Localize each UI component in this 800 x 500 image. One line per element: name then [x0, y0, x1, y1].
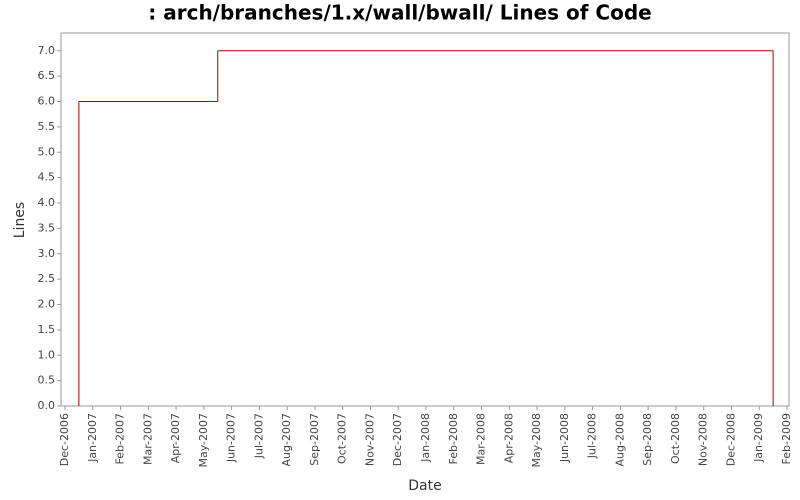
x-tick-label: Nov-2007 — [363, 413, 376, 466]
x-tick-label: Jan-2007 — [86, 413, 99, 463]
y-tick-label: 7.0 — [38, 44, 56, 57]
chart-title: : arch/branches/1.x/wall/bwall/ Lines of… — [148, 1, 651, 25]
x-tick-label: Jul-2007 — [252, 413, 265, 459]
x-tick-label: May-2007 — [197, 413, 210, 468]
x-tick-label: Aug-2008 — [613, 413, 626, 466]
x-tick-label: Sep-2007 — [308, 413, 321, 466]
x-tick-label: Dec-2007 — [391, 413, 404, 466]
x-tick-label: Jan-2008 — [419, 413, 432, 463]
x-tick-label: Jul-2008 — [586, 413, 599, 459]
plot-area — [60, 32, 790, 407]
x-tick-label: Mar-2007 — [141, 413, 154, 465]
y-tick-label: 0.5 — [38, 374, 56, 387]
x-tick-label: Mar-2008 — [475, 413, 488, 465]
x-axis-label: Date — [408, 478, 441, 494]
x-tick-label: Oct-2007 — [336, 413, 349, 464]
x-tick-label: Apr-2007 — [169, 413, 182, 463]
x-tick-label: Jan-2009 — [752, 413, 765, 463]
x-tick-label: Dec-2008 — [724, 413, 737, 466]
y-tick-label: 6.0 — [38, 95, 56, 108]
y-tick-label: 3.0 — [38, 247, 56, 260]
y-axis-label: Lines — [12, 202, 28, 238]
y-tick-label: 4.5 — [38, 171, 56, 184]
y-tick-label: 1.0 — [38, 348, 56, 361]
x-tick-label: Aug-2007 — [280, 413, 293, 466]
y-tick-label: 5.0 — [38, 145, 56, 158]
x-tick-label: Jun-2008 — [558, 413, 571, 463]
y-tick-label: 2.0 — [38, 298, 56, 311]
x-tick-label: Apr-2008 — [502, 413, 515, 463]
x-tick-label: Feb-2009 — [780, 413, 793, 464]
y-tick-label: 6.5 — [38, 69, 56, 82]
x-tick-label: Oct-2008 — [669, 413, 682, 464]
y-tick-label: 5.5 — [38, 120, 56, 133]
x-tick-label: Jun-2007 — [225, 413, 238, 463]
x-tick-label: Feb-2008 — [447, 413, 460, 464]
y-tick-label: 1.5 — [38, 323, 56, 336]
y-tick-label: 4.0 — [38, 196, 56, 209]
x-tick-label: Sep-2008 — [641, 413, 654, 466]
y-tick-label: 0.0 — [38, 399, 56, 412]
y-tick-label: 3.5 — [38, 221, 56, 234]
x-tick-label: Feb-2007 — [114, 413, 127, 464]
y-tick-label: 2.5 — [38, 272, 56, 285]
x-tick-label: Dec-2006 — [58, 413, 71, 466]
x-tick-label: Nov-2008 — [697, 413, 710, 466]
x-tick-label: May-2008 — [530, 413, 543, 468]
